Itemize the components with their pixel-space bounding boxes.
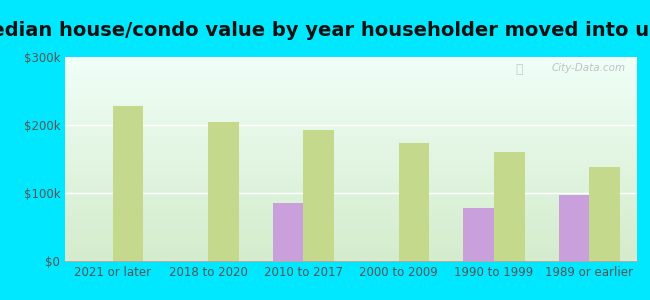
Bar	[559, 195, 590, 261]
Text: City-Data.com: City-Data.com	[551, 63, 625, 73]
Bar	[494, 152, 525, 261]
Bar	[208, 122, 239, 261]
Text: ⓘ: ⓘ	[515, 63, 523, 76]
Bar	[304, 130, 334, 261]
Text: Median house/condo value by year householder moved into unit: Median house/condo value by year househo…	[0, 21, 650, 40]
Bar	[463, 208, 494, 261]
Bar	[398, 143, 429, 261]
Bar	[590, 167, 620, 261]
Bar	[273, 203, 304, 261]
Bar	[112, 106, 143, 261]
